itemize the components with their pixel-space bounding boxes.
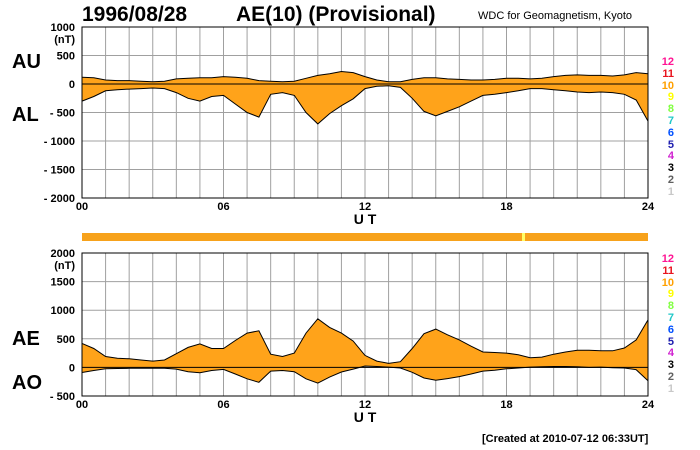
y-tick-label: 1000 (51, 305, 75, 317)
plot-frame (81, 26, 649, 199)
x-tick-label: 18 (500, 201, 512, 213)
x-axis-title: U T (354, 409, 377, 425)
station-level-10: 10 (661, 276, 674, 289)
x-tick-label: 24 (642, 201, 655, 213)
ae-ao-plot: 2000 1500 1000 500 0 - 500 (nT) 00 06 12 18 24 U T (50, 248, 655, 425)
series-line-al (81, 85, 649, 125)
y-tick-label: 1000 (51, 22, 75, 34)
x-tick-label: 00 (76, 399, 88, 411)
station-levels-bottom: 12 11 10 9 8 7 6 5 4 3 2 1 (652, 253, 674, 396)
y-tick-label: - 1500 (44, 165, 75, 177)
station-level-12: 12 (661, 253, 674, 265)
x-tick-label: 18 (500, 399, 512, 411)
y-tick-label: 500 (57, 334, 75, 346)
station-level-3: 3 (667, 162, 674, 175)
y-tick-label: 0 (69, 362, 75, 374)
ae-label: AE (12, 328, 40, 350)
station-levels-top: 12 11 10 9 8 7 6 5 4 3 2 1 (652, 56, 674, 199)
y-tick-label: 0 (69, 79, 75, 91)
station-level-4: 4 (667, 150, 674, 163)
station-coverage-bar (82, 233, 648, 241)
au-al-plot: 1000 500 0 - 500 - 1000 - 1500 - 2000 (nT) 00 06 1… (44, 22, 655, 227)
au-label: AU (12, 51, 41, 73)
station-level-8: 8 (667, 300, 674, 313)
x-tick-label: 00 (76, 201, 88, 213)
station-level-9: 9 (667, 91, 674, 104)
created-timestamp: [Created at 2010-07-12 06:33UT] (482, 433, 649, 445)
y-tick-label: 1500 (51, 277, 75, 289)
band-fill (82, 71, 648, 124)
x-tick-label: 12 (359, 201, 371, 213)
station-level-4: 4 (667, 347, 674, 360)
station-level-6: 6 (667, 126, 674, 139)
station-level-11: 11 (662, 264, 674, 277)
y-axis-unit: (nT) (54, 260, 75, 272)
x-tick-label: 06 (217, 399, 229, 411)
y-axis-unit: (nT) (54, 34, 75, 46)
station-level-2: 2 (667, 370, 674, 383)
x-tick-label: 06 (217, 201, 229, 213)
station-level-10: 10 (661, 79, 674, 92)
station-coverage-marker (522, 233, 525, 241)
y-tick-label: - 1000 (44, 136, 75, 148)
series-line-ae (81, 318, 649, 364)
date-title: 1996/08/28 (82, 3, 188, 26)
x-tick-label: 12 (359, 399, 371, 411)
y-tick-label: 500 (57, 51, 75, 63)
index-title: AE(10) (Provisional) (236, 3, 436, 26)
plot-frame (81, 252, 649, 397)
al-label: AL (12, 104, 39, 126)
y-tick-label: - 500 (50, 391, 75, 403)
station-level-8: 8 (667, 103, 674, 116)
station-level-9: 9 (667, 288, 674, 301)
station-level-3: 3 (667, 359, 674, 372)
organization-label: WDC for Geomagnetism, Kyoto (478, 10, 633, 22)
x-axis-title: U T (354, 211, 377, 227)
y-tick-label: - 2000 (44, 193, 75, 205)
station-level-12: 12 (661, 56, 674, 68)
station-level-5: 5 (667, 138, 674, 151)
station-level-11: 11 (662, 67, 674, 80)
y-tick-label: - 500 (50, 108, 75, 120)
station-level-1: 1 (667, 185, 674, 198)
station-level-7: 7 (667, 311, 674, 324)
series-line-au (81, 70, 649, 83)
station-level-2: 2 (667, 173, 674, 186)
station-level-5: 5 (667, 335, 674, 348)
y-tick-label: 2000 (51, 248, 75, 260)
x-tick-label: 24 (642, 399, 655, 411)
station-level-6: 6 (667, 323, 674, 336)
station-level-1: 1 (667, 382, 674, 395)
station-level-7: 7 (667, 114, 674, 127)
series-line-ao (81, 365, 649, 384)
ao-label: AO (12, 372, 42, 394)
